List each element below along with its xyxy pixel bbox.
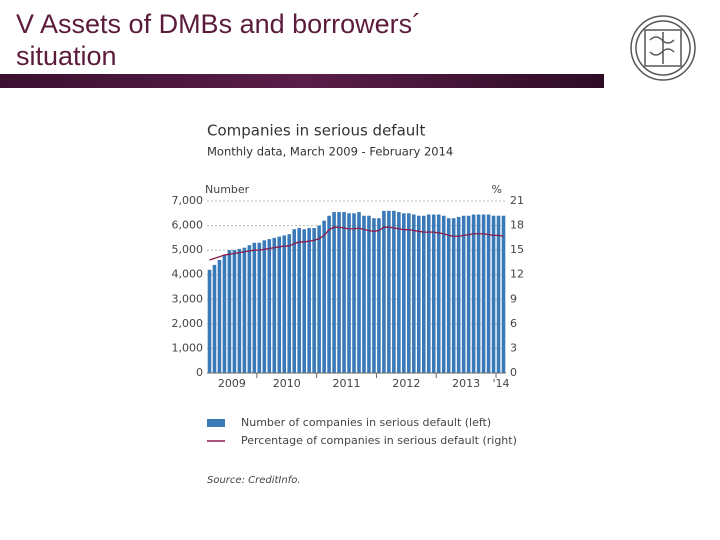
bar	[262, 240, 267, 373]
bar	[421, 215, 426, 373]
y2-axis-label: %	[492, 183, 502, 196]
bar	[337, 212, 341, 373]
bar	[277, 236, 282, 373]
bar	[367, 215, 371, 373]
y2-tick-label: 21	[510, 194, 524, 207]
y-tick-label: 2,000	[172, 317, 204, 330]
y2-tick-label: 6	[510, 317, 517, 330]
bar	[302, 229, 306, 373]
line	[209, 226, 504, 261]
bar	[456, 216, 461, 373]
bar	[287, 234, 292, 373]
bar	[327, 215, 331, 373]
x-tick-label: '14	[493, 377, 510, 390]
bar	[317, 225, 321, 373]
bar	[212, 264, 217, 373]
bar	[407, 213, 411, 373]
slide-title: V Assets of DMBs and borrowers´ situatio…	[16, 9, 422, 71]
bar	[352, 213, 356, 373]
bar	[441, 215, 446, 373]
x-tick-label: 2009	[218, 377, 246, 390]
bar	[292, 229, 297, 373]
bar	[377, 218, 381, 373]
bar	[217, 259, 222, 373]
bar	[342, 212, 346, 373]
x-tick-label: 2010	[273, 377, 301, 390]
y-tick-label: 5,000	[172, 243, 204, 256]
bar	[312, 228, 316, 373]
bar	[247, 245, 252, 373]
legend-label: Percentage of companies in serious defau…	[241, 434, 517, 447]
bar	[252, 242, 257, 373]
bar	[207, 269, 212, 373]
y2-tick-label: 3	[510, 341, 517, 354]
x-tick-label: 2011	[333, 377, 361, 390]
y2-tick-label: 0	[510, 366, 517, 379]
bar	[476, 214, 481, 373]
bar	[227, 250, 232, 373]
bar	[416, 215, 421, 373]
bar	[446, 218, 451, 373]
bar	[491, 215, 496, 373]
bar	[257, 242, 262, 373]
bar	[347, 213, 351, 373]
bar	[297, 228, 301, 373]
bar	[426, 214, 431, 373]
y-tick-label: 7,000	[172, 194, 204, 207]
chart-subtitle: Monthly data, March 2009 - February 2014	[207, 145, 453, 159]
bar	[397, 212, 401, 373]
bar	[382, 210, 386, 373]
bar	[402, 213, 406, 373]
bar	[387, 210, 391, 373]
bar	[272, 237, 277, 373]
legend-swatch	[207, 419, 225, 427]
logo	[630, 15, 696, 81]
bar	[431, 214, 436, 373]
y-axis-label: Number	[205, 183, 250, 196]
y2-tick-label: 9	[510, 292, 517, 305]
bar	[232, 250, 237, 373]
bar	[501, 215, 506, 373]
x-tick-label: 2012	[392, 377, 420, 390]
bar	[486, 214, 491, 373]
bar	[357, 212, 361, 373]
bar	[461, 215, 466, 373]
bar	[496, 215, 501, 373]
y-tick-label: 4,000	[172, 268, 204, 281]
chart-title: Companies in serious default	[207, 122, 425, 140]
bar	[242, 247, 247, 373]
bar	[307, 228, 311, 373]
bar	[412, 214, 416, 373]
y2-tick-label: 15	[510, 243, 524, 256]
y2-tick-label: 18	[510, 219, 524, 232]
y-tick-label: 3,000	[172, 292, 204, 305]
bar	[436, 214, 441, 373]
bar	[222, 255, 227, 373]
bar	[237, 248, 242, 373]
bar	[267, 239, 272, 373]
bar	[466, 215, 471, 373]
bar	[362, 215, 366, 373]
y-tick-label: 6,000	[172, 219, 204, 232]
y-tick-label: 0	[196, 366, 203, 379]
x-tick-label: 2013	[452, 377, 480, 390]
bar	[332, 212, 336, 373]
y-tick-label: 1,000	[172, 341, 204, 354]
title-band	[0, 74, 604, 88]
y2-tick-label: 12	[510, 268, 524, 281]
source: Source: CreditInfo.	[207, 475, 301, 486]
bar	[471, 214, 476, 373]
bar	[322, 220, 326, 373]
bar	[282, 235, 287, 373]
bar	[392, 210, 396, 373]
bar	[451, 218, 456, 373]
bar	[372, 218, 376, 373]
legend-label: Number of companies in serious default (…	[241, 416, 491, 429]
bar	[481, 214, 486, 373]
